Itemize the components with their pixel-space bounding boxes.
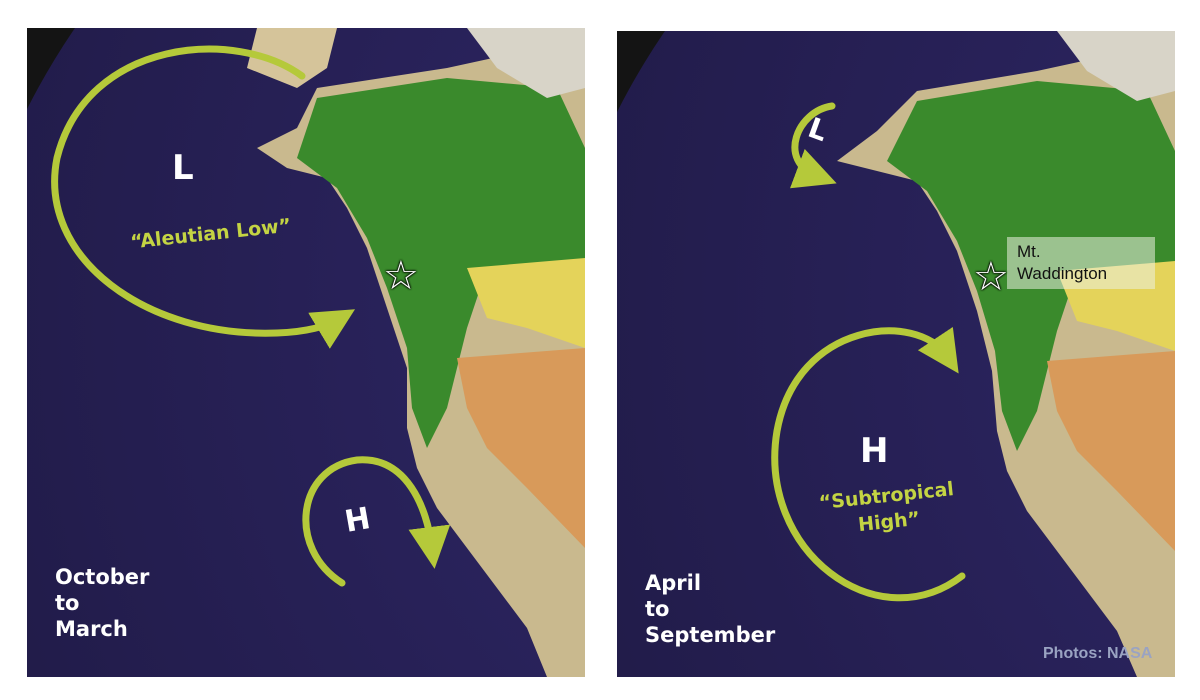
high-pressure-arrow-winter xyxy=(302,456,451,587)
land-arctic xyxy=(1057,31,1175,101)
season-line: to xyxy=(645,597,670,621)
land-arctic xyxy=(467,28,585,98)
mt-waddington-star-icon: ☆ xyxy=(383,253,419,299)
map-panel-summer: L H “Subtropical High” Mt. Waddington ☆ … xyxy=(617,31,1175,677)
subtropical-high-arrow xyxy=(771,326,966,602)
land-prairie xyxy=(467,258,585,348)
low-pressure-label: L xyxy=(172,148,194,188)
location-line: Mt. xyxy=(1017,242,1041,261)
season-label-summer: April to September xyxy=(645,570,775,648)
globe-map-summer xyxy=(617,31,1175,677)
land-desert xyxy=(1047,351,1175,551)
season-label-winter: October to March xyxy=(55,564,149,642)
season-line: March xyxy=(55,617,128,641)
land-forest xyxy=(297,78,585,448)
high-pressure-label: H xyxy=(860,431,889,471)
location-line: Waddington xyxy=(1017,264,1108,283)
aleutian-low-arrow xyxy=(51,45,356,349)
globe-map-winter xyxy=(27,28,585,677)
land-alaska-north xyxy=(247,28,337,88)
mt-waddington-star-icon: ☆ xyxy=(973,254,1009,300)
season-line: to xyxy=(55,591,80,615)
season-line: September xyxy=(645,623,776,647)
season-line: April xyxy=(645,571,702,595)
low-pressure-arrow-summer xyxy=(789,102,837,189)
land-desert xyxy=(457,348,585,548)
mt-waddington-label: Mt. Waddington xyxy=(1007,237,1155,289)
map-panel-winter: L “Aleutian Low” H ☆ October to March xyxy=(27,28,585,677)
season-line: October xyxy=(55,565,150,589)
photo-credit: Photos: NASA xyxy=(1043,645,1153,662)
